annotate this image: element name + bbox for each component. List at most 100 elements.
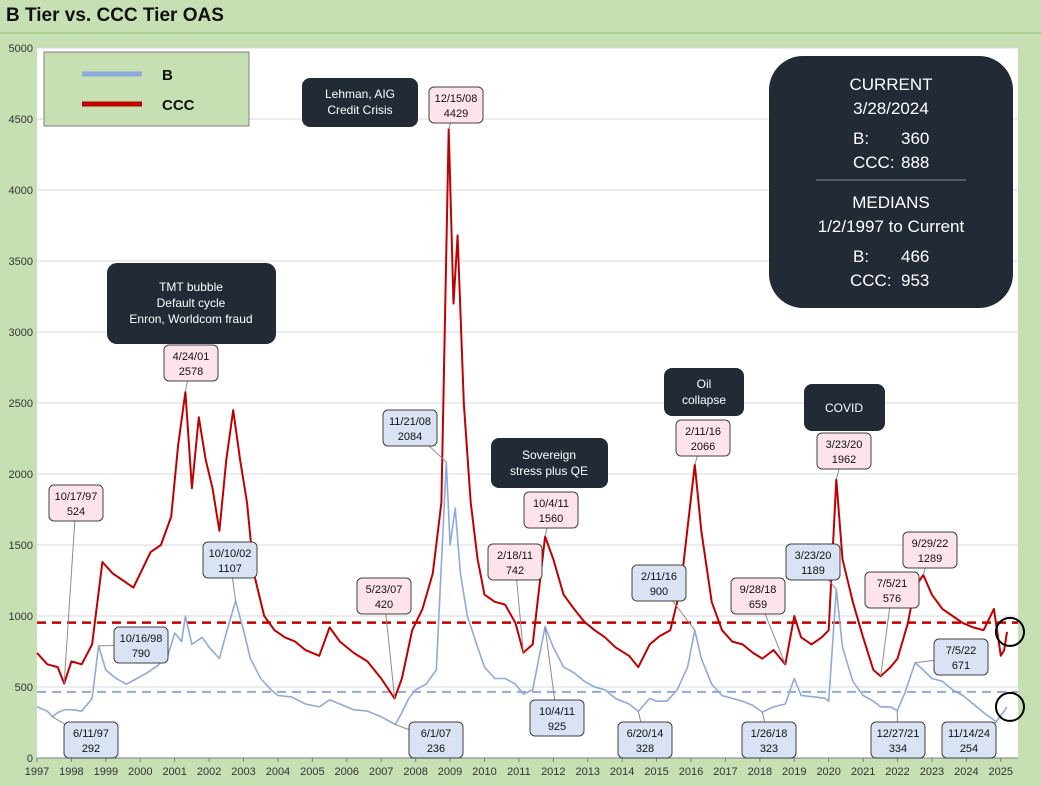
x-tick-label: 2005: [300, 766, 324, 778]
x-tick-label: 2023: [920, 766, 944, 778]
annotation-covid-line-1: COVID: [825, 401, 863, 415]
annotation-oil: Oil collapse: [664, 368, 744, 416]
x-tick-label: 2020: [816, 766, 840, 778]
legend-box: [43, 51, 250, 127]
b-label-box: [941, 721, 997, 759]
b-label-value: 925: [548, 721, 566, 733]
b-label-value: 671: [952, 660, 970, 672]
ccc-label-date: 5/23/07: [366, 584, 403, 596]
b-label-date: 6/20/14: [627, 728, 664, 740]
x-tick-label: 2012: [541, 766, 565, 778]
ccc-label-value: 742: [506, 565, 524, 577]
b-label-value: 334: [889, 743, 907, 755]
b-label-box: [63, 721, 119, 759]
b-label-date: 11/14/24: [948, 728, 990, 740]
ccc-label-date: 10/4/11: [533, 498, 569, 510]
ccc-label-value: 1560: [539, 513, 563, 525]
b-label-value: 292: [82, 743, 100, 755]
ccc-label-box: [163, 344, 219, 382]
y-tick-label: 5000: [9, 43, 33, 55]
x-tick-label: 2011: [507, 766, 531, 778]
annotation-oil-line-2: collapse: [682, 393, 726, 407]
x-tick-label: 2001: [162, 766, 186, 778]
ccc-label-box: [523, 491, 579, 529]
median-ccc-value: 953: [901, 271, 929, 290]
b-label-box: [741, 721, 797, 759]
x-tick-label: 2024: [954, 766, 978, 778]
ccc-label-date: 4/24/01: [173, 351, 210, 363]
b-label-box: [870, 721, 926, 759]
x-tick-label: 1997: [25, 766, 49, 778]
ccc-label-box: [487, 543, 543, 581]
b-label-box: [202, 541, 258, 579]
medians-range: 1/2/1997 to Current: [818, 217, 965, 236]
x-tick-label: 2004: [266, 766, 290, 778]
x-tick-label: 2000: [128, 766, 152, 778]
current-ccc-value: 888: [901, 153, 929, 172]
y-tick-label: 1000: [9, 611, 33, 623]
y-tick-label: 3500: [9, 256, 33, 268]
annotation-oil-box: [664, 368, 744, 416]
median-b-label: B:: [853, 247, 869, 266]
b-label-box: [785, 543, 841, 581]
b-label-value: 254: [960, 743, 978, 755]
y-axis: 0 500 1000 1500 2000 2500 3000 3500 4000 4500 5000: [9, 43, 33, 765]
median-lines: [37, 621, 1018, 693]
ccc-label-value: 2578: [179, 366, 203, 378]
ccc-label-value: 420: [375, 599, 393, 611]
b-label-value: 790: [132, 648, 150, 660]
x-tick-label: 2021: [851, 766, 875, 778]
b-label-date: 7/5/22: [946, 645, 977, 657]
annotation-oil-line-1: Oil: [697, 377, 712, 391]
x-tick-label: 2019: [782, 766, 806, 778]
current-marker-ccc: [994, 616, 1025, 647]
y-tick-label: 1500: [9, 540, 33, 552]
ccc-label-date: 7/5/21: [877, 578, 908, 590]
x-tick-label: 2003: [231, 766, 255, 778]
y-tick-label: 3000: [9, 327, 33, 339]
point-labels: 10/17/97 524 4/24/01 2578 12/15/08 4429 5/23/0…: [48, 86, 997, 759]
b-label-value: 323: [760, 743, 778, 755]
b-label-date: 11/21/08: [389, 416, 431, 428]
annotation-tmt-line-3: Enron, Worldcom fraud: [129, 312, 252, 326]
b-label-value: 236: [427, 743, 445, 755]
ccc-label-value: 659: [749, 599, 767, 611]
ccc-label-box: [48, 484, 104, 522]
annotation-tmt-line-2: Default cycle: [157, 296, 226, 310]
annotation-sovereign-line-2: stress plus QE: [510, 464, 588, 478]
legend-label-ccc: CCC: [162, 97, 195, 114]
x-tick-label: 2018: [748, 766, 772, 778]
b-label-date: 6/11/97: [73, 728, 109, 740]
b-label-value: 1107: [218, 563, 242, 575]
ccc-label-value: 4429: [444, 108, 468, 120]
b-label-box: [617, 721, 673, 759]
series-line-ccc: [36, 128, 1008, 700]
b-label-date: 10/4/11: [539, 706, 575, 718]
y-tick-label: 2000: [9, 469, 33, 481]
current-marker-b: [994, 691, 1025, 722]
b-label-box: [529, 699, 585, 737]
chart-title: B Tier vs. CCC Tier OAS: [6, 5, 224, 26]
current-date: 3/28/2024: [853, 99, 929, 118]
y-tick-label: 2500: [9, 398, 33, 410]
ccc-label-leader: [63, 502, 77, 684]
x-tick-label: 2013: [575, 766, 599, 778]
x-tick-label: 2017: [713, 766, 737, 778]
b-label-date: 10/10/02: [209, 548, 252, 560]
annotation-lehman-line-2: Credit Crisis: [327, 103, 392, 117]
b-label-date: 3/23/20: [795, 550, 832, 562]
series-line-b: [36, 461, 1008, 726]
ccc-label-box: [730, 577, 786, 615]
ccc-label-box: [816, 432, 872, 470]
annotation-sovereign-line-1: Sovereign: [522, 448, 576, 462]
x-tick-label: 2022: [885, 766, 909, 778]
annotation-lehman: Lehman, AIG Credit Crisis: [302, 78, 418, 127]
b-label-box: [382, 409, 438, 447]
current-heading: CURRENT: [849, 75, 932, 94]
medians-heading: MEDIANS: [852, 193, 929, 212]
series-lines: [36, 128, 1008, 726]
x-tick-label: 2006: [335, 766, 359, 778]
annotation-tmt: TMT bubble Default cycle Enron, Worldcom…: [107, 263, 276, 344]
current-b-label: B:: [853, 129, 869, 148]
